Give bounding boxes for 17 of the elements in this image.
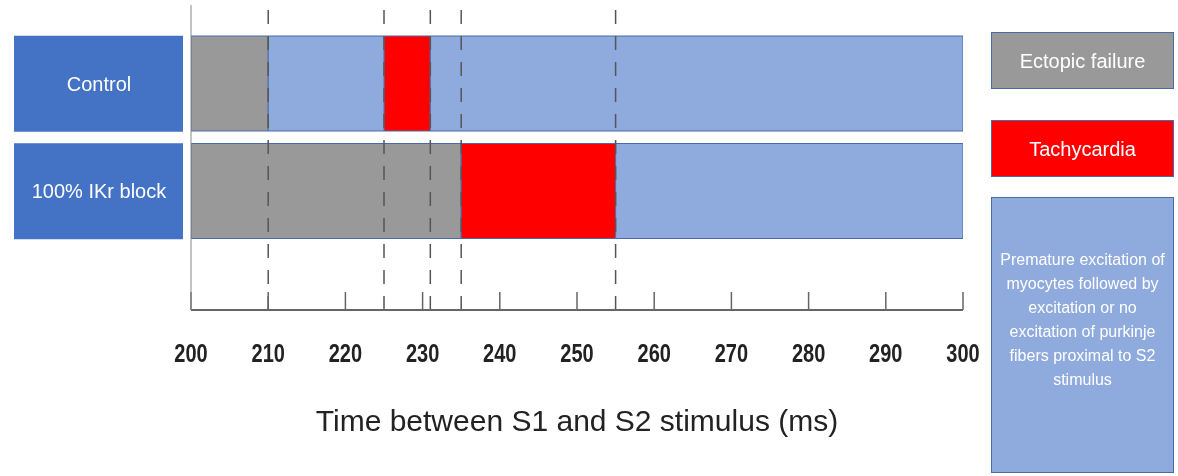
x-tick-label: 270 <box>714 339 749 368</box>
x-tick-label: 220 <box>328 339 363 368</box>
x-tick-label: 260 <box>637 339 671 368</box>
x-tick-label: 300 <box>946 339 980 368</box>
y-tick-label: Control <box>66 72 132 95</box>
x-tick-label: 230 <box>405 339 440 368</box>
x-tick-label: 240 <box>483 339 517 368</box>
x-tick-label: 200 <box>174 339 208 368</box>
x-tick-label: 290 <box>869 339 903 368</box>
x-tick-label: 250 <box>560 339 594 368</box>
text: Tachycardia <box>1029 138 1136 160</box>
x-tick-label: 280 <box>791 339 826 368</box>
text: Ectopic failure <box>1019 50 1146 72</box>
text: Premature excitation of myocytes followed by excitation or no excitation of purkinje fibers proximal to S2 stimulus <box>1000 251 1165 388</box>
x-axis-title: Time between S1 and S2 stimulus (ms) <box>315 404 839 438</box>
y-tick-label: 100% IKr block <box>31 180 168 203</box>
x-tick-label: 210 <box>251 339 285 368</box>
